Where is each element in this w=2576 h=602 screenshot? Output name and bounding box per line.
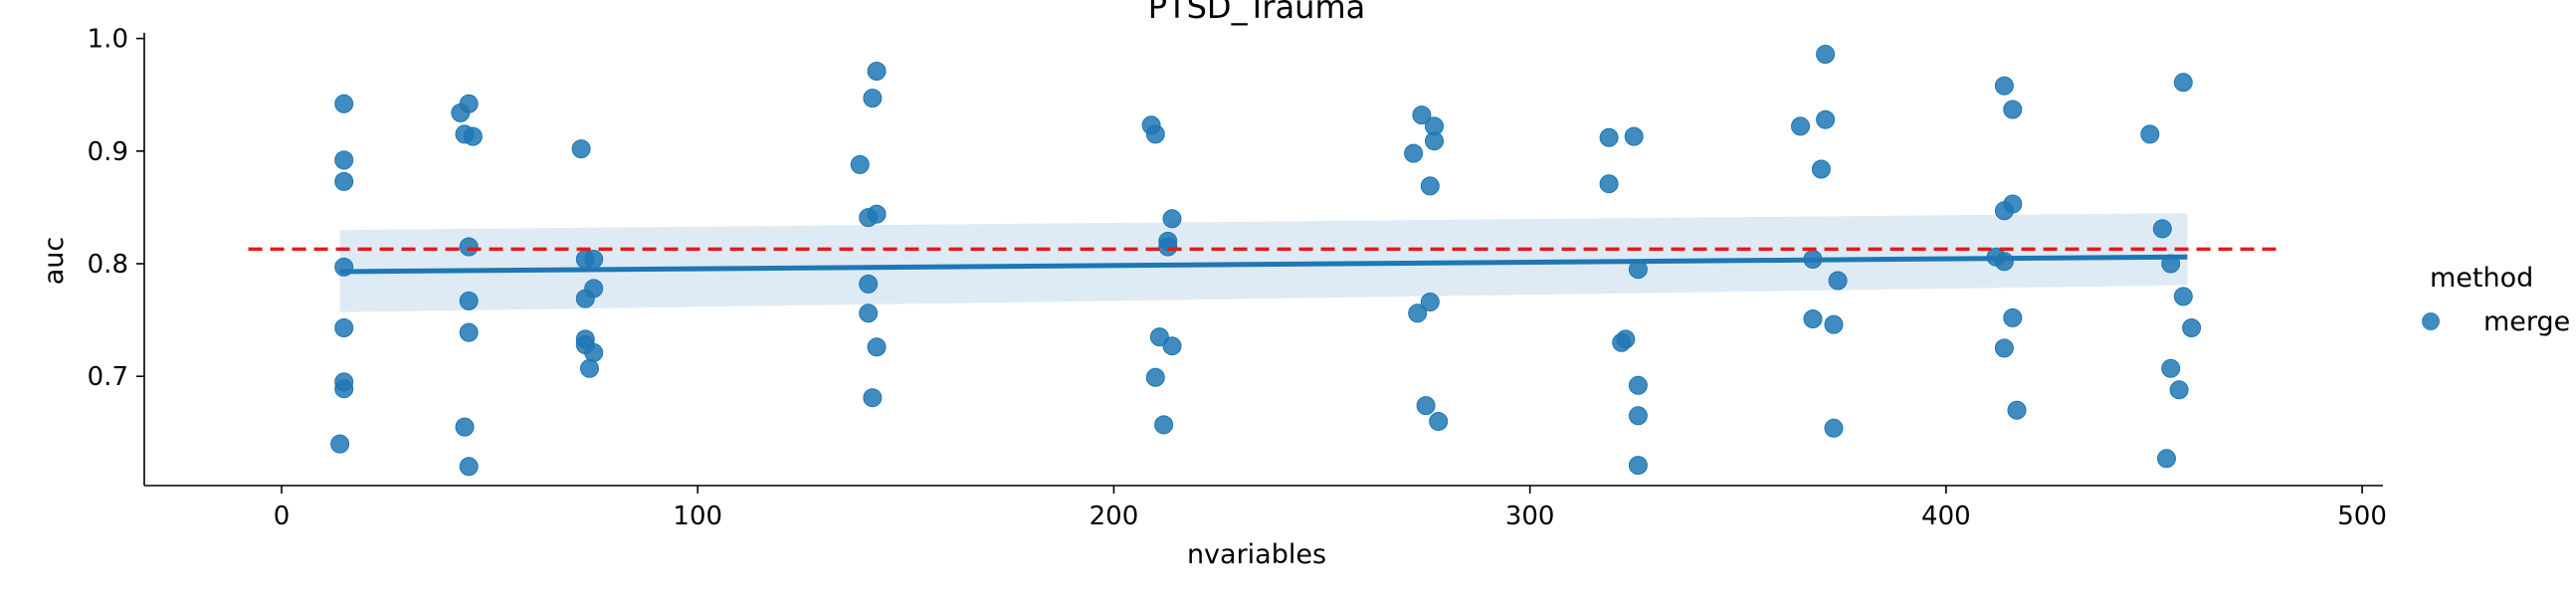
data-point bbox=[1404, 143, 1424, 163]
data-point bbox=[1412, 105, 1432, 125]
data-point bbox=[850, 154, 870, 174]
data-point bbox=[1408, 303, 1428, 323]
data-point bbox=[334, 171, 354, 191]
data-point bbox=[1994, 252, 2014, 272]
x-tick-label: 0 bbox=[274, 502, 291, 531]
data-point bbox=[334, 318, 354, 337]
data-point bbox=[575, 289, 595, 308]
data-point bbox=[1624, 126, 1644, 146]
data-point bbox=[1816, 45, 1836, 64]
data-point bbox=[1158, 237, 1178, 257]
y-tick-label: 0.9 bbox=[88, 137, 128, 167]
data-point bbox=[584, 250, 604, 269]
x-tick-label: 500 bbox=[2337, 502, 2387, 531]
data-point bbox=[459, 291, 479, 310]
data-point bbox=[334, 150, 354, 170]
data-point bbox=[2169, 380, 2189, 400]
x-tick-label: 300 bbox=[1505, 502, 1555, 531]
data-point bbox=[859, 303, 879, 323]
legend-marker bbox=[2422, 312, 2440, 330]
data-point bbox=[1425, 131, 1444, 151]
data-point bbox=[1824, 314, 1844, 334]
chart-title: PTSD_Trauma bbox=[1148, 0, 1365, 26]
data-point bbox=[1828, 271, 1848, 291]
x-tick-label: 400 bbox=[1921, 502, 1971, 531]
data-point bbox=[1628, 456, 1648, 476]
data-point bbox=[2003, 100, 2023, 119]
legend: method merge bbox=[2422, 263, 2570, 337]
data-point bbox=[459, 457, 479, 477]
y-tick-label: 1.0 bbox=[88, 25, 128, 55]
data-point bbox=[463, 126, 483, 146]
data-point bbox=[1162, 209, 1182, 229]
data-point bbox=[1420, 176, 1440, 196]
data-point bbox=[863, 89, 883, 108]
data-point bbox=[334, 379, 354, 399]
data-point bbox=[1162, 336, 1182, 356]
data-point bbox=[1628, 375, 1648, 395]
data-point bbox=[459, 322, 479, 342]
data-point bbox=[2007, 400, 2027, 420]
data-point bbox=[455, 417, 475, 437]
data-point bbox=[1791, 116, 1810, 136]
data-point bbox=[859, 208, 879, 228]
x-tick-label: 100 bbox=[673, 502, 722, 531]
data-point bbox=[863, 388, 883, 408]
y-axis-label: auc bbox=[39, 237, 70, 286]
data-point bbox=[330, 434, 350, 454]
data-point bbox=[1824, 418, 1844, 438]
data-point bbox=[2152, 219, 2172, 239]
data-point bbox=[867, 62, 887, 81]
lines-layer bbox=[248, 247, 2279, 275]
data-point bbox=[580, 358, 599, 378]
data-point bbox=[1429, 412, 1449, 431]
data-point bbox=[1994, 338, 2014, 358]
data-point bbox=[1816, 109, 1836, 129]
data-point bbox=[2182, 318, 2202, 337]
data-point bbox=[1145, 124, 1165, 144]
legend-label-merge: merge bbox=[2483, 306, 2570, 337]
x-axis-label: nvariables bbox=[1187, 539, 1326, 570]
data-point bbox=[2173, 73, 2193, 93]
data-point bbox=[1994, 201, 2014, 221]
data-point bbox=[1154, 415, 1174, 435]
data-point bbox=[859, 274, 879, 294]
data-point bbox=[2161, 358, 2181, 378]
data-point bbox=[1420, 293, 1440, 311]
data-point bbox=[584, 342, 604, 362]
y-tick-label: 0.7 bbox=[88, 362, 128, 392]
data-point bbox=[459, 94, 479, 113]
data-point bbox=[2140, 124, 2160, 144]
data-point bbox=[1145, 367, 1165, 387]
data-point bbox=[867, 337, 887, 357]
x-tick-label: 200 bbox=[1090, 502, 1139, 531]
regression-line bbox=[339, 254, 2188, 275]
data-point bbox=[334, 94, 354, 113]
data-point bbox=[2157, 449, 2176, 469]
data-point bbox=[2173, 287, 2193, 306]
data-point bbox=[571, 139, 591, 159]
axes-layer: 0 100 200 300 400 500 0.7 0.8 0.9 1.0 bbox=[88, 25, 2387, 531]
data-point bbox=[1811, 159, 1831, 179]
data-point bbox=[2003, 307, 2023, 327]
y-tick-label: 0.8 bbox=[88, 250, 128, 280]
data-point bbox=[1612, 332, 1632, 352]
data-point bbox=[1599, 174, 1619, 194]
data-point bbox=[459, 237, 479, 257]
data-point bbox=[1803, 309, 1823, 328]
data-point bbox=[1599, 127, 1619, 147]
data-point bbox=[1994, 76, 2014, 96]
data-point bbox=[1416, 396, 1436, 416]
data-point bbox=[1628, 406, 1648, 426]
legend-title: method bbox=[2430, 263, 2533, 294]
